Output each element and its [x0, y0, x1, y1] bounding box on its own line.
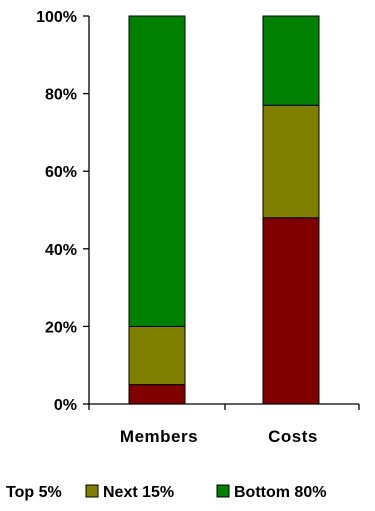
y-tick-label: 0%	[54, 397, 77, 414]
x-category-label: Members	[120, 427, 198, 446]
bar-segment	[262, 217, 320, 405]
y-tick-label: 80%	[45, 87, 77, 104]
y-tick-label: 60%	[45, 164, 77, 181]
y-ticks-group: 0% 20% 40% 60% 80% 100%	[36, 9, 360, 414]
legend-label: Next 15%	[103, 484, 174, 501]
bar-segment	[128, 384, 186, 405]
y-tick-label: 100%	[36, 9, 77, 26]
legend-swatch	[85, 484, 99, 498]
bars-group	[128, 15, 320, 405]
legend-label: Bottom 80%	[234, 484, 326, 501]
x-labels-group: Members Costs	[120, 427, 318, 446]
legend: Top 5% Next 15% Bottom 80%	[6, 484, 326, 501]
bar-segment	[262, 104, 320, 219]
y-tick-label: 20%	[45, 319, 77, 336]
legend-swatch	[216, 484, 230, 498]
axes-group	[88, 16, 359, 405]
legend-label: Top 5%	[6, 484, 62, 501]
bar-segment	[128, 15, 186, 327]
y-tick-label: 40%	[45, 242, 77, 259]
bar-segment	[128, 325, 186, 386]
bar-segment	[262, 15, 320, 106]
x-category-label: Costs	[268, 427, 318, 446]
